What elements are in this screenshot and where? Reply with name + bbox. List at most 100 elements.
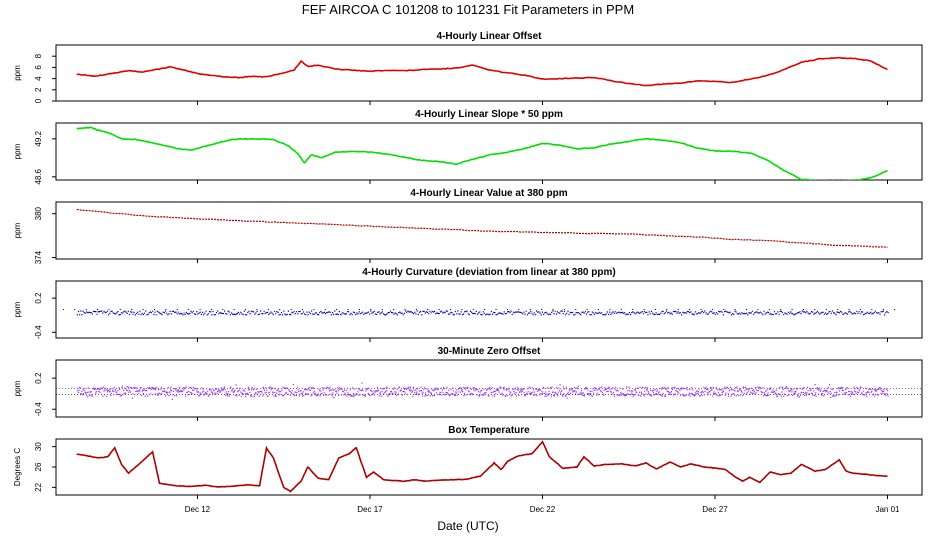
zero-dot bbox=[438, 309, 440, 310]
zero-dot bbox=[677, 309, 679, 310]
zero-dot bbox=[301, 309, 303, 310]
panel-title: 4-Hourly Linear Offset bbox=[436, 31, 542, 42]
x-tick-label: Dec 22 bbox=[530, 505, 556, 514]
zero-dot bbox=[780, 309, 782, 310]
series-group bbox=[56, 382, 922, 400]
panel-3: 4-Hourly Linear Value at 380 ppm ppm 374 38… bbox=[13, 188, 923, 264]
zero-dot bbox=[370, 309, 372, 310]
x-axis-label: Date (UTC) bbox=[437, 519, 498, 533]
zero-dot bbox=[791, 309, 793, 310]
zero-dot bbox=[108, 309, 110, 310]
panel-1: 4-Hourly Linear Offset ppm 0 2 4 6 8 bbox=[13, 31, 923, 105]
panel-title: 4-Hourly Linear Value at 380 ppm bbox=[410, 188, 567, 199]
y-tick-label: 22 bbox=[34, 482, 43, 491]
zero-dot bbox=[586, 309, 588, 310]
zero-dot bbox=[222, 309, 224, 310]
y-tick-label: -0.4 bbox=[34, 402, 43, 416]
zero-dot bbox=[393, 309, 395, 310]
series-points bbox=[76, 382, 889, 400]
y-tick-label: 49.2 bbox=[34, 131, 43, 147]
zero-dot bbox=[723, 309, 725, 310]
panel-2: 4-Hourly Linear Slope * 50 ppm ppm 48.6 49.… bbox=[13, 109, 923, 185]
zero-dot bbox=[450, 309, 452, 310]
zero-dot bbox=[484, 309, 486, 310]
zero-dot bbox=[632, 309, 634, 310]
panel-title: 4-Hourly Curvature (deviation from linea… bbox=[362, 267, 615, 278]
zero-dot bbox=[894, 309, 896, 310]
zero-dot bbox=[643, 309, 645, 310]
zero-dot bbox=[153, 309, 155, 310]
zero-dot bbox=[882, 309, 884, 310]
zero-dot bbox=[336, 309, 338, 310]
zero-dot bbox=[711, 309, 713, 310]
zero-dot bbox=[97, 309, 99, 310]
zero-dot bbox=[700, 309, 702, 310]
y-tick-label: 26 bbox=[34, 462, 43, 471]
zero-dot bbox=[415, 309, 417, 310]
zero-dot bbox=[825, 309, 827, 310]
panel-title: 30-Minute Zero Offset bbox=[438, 346, 541, 357]
zero-dot bbox=[131, 309, 133, 310]
y-tick-label: 2 bbox=[34, 87, 43, 92]
zero-dot bbox=[768, 309, 770, 310]
x-tick-label: Dec 12 bbox=[185, 505, 211, 514]
zero-dot bbox=[279, 309, 281, 310]
y-tick-label: 8 bbox=[34, 53, 43, 58]
zero-dot bbox=[427, 309, 429, 310]
zero-dot bbox=[814, 309, 816, 310]
panel-title: 4-Hourly Linear Slope * 50 ppm bbox=[415, 109, 563, 120]
series-group bbox=[62, 309, 896, 316]
y-tick-label: 380 bbox=[34, 206, 43, 220]
y-axis-label: ppm bbox=[13, 380, 22, 396]
y-tick-label: 30 bbox=[34, 442, 43, 451]
zero-dot bbox=[689, 309, 691, 310]
zero-dot bbox=[324, 309, 326, 310]
zero-dot bbox=[461, 309, 463, 310]
zero-dot bbox=[233, 309, 235, 310]
series-points bbox=[76, 310, 889, 316]
zero-dot bbox=[609, 309, 611, 310]
zero-dot bbox=[552, 309, 554, 310]
y-tick-label: 0 bbox=[34, 98, 43, 103]
x-tick-label: Dec 17 bbox=[357, 505, 383, 514]
zero-dot bbox=[313, 309, 315, 310]
panel-frame bbox=[55, 44, 923, 102]
y-tick-label: 6 bbox=[34, 65, 43, 70]
y-tick-label: 0.2 bbox=[34, 372, 43, 384]
zero-dot bbox=[358, 309, 360, 310]
series-group bbox=[76, 208, 888, 248]
y-axis-label: ppm bbox=[13, 65, 22, 81]
zero-dot bbox=[598, 309, 600, 310]
panel-6: Box Temperature Degrees C 22 26 30 bbox=[13, 425, 923, 499]
zero-dot bbox=[837, 309, 839, 310]
series-line bbox=[76, 208, 888, 248]
panel-4: 4-Hourly Curvature (deviation from linea… bbox=[13, 267, 923, 342]
panel-frame bbox=[55, 201, 923, 260]
zero-dot bbox=[74, 309, 76, 310]
zero-dot bbox=[506, 309, 508, 310]
zero-dot bbox=[848, 309, 850, 310]
zero-dot bbox=[199, 309, 201, 310]
panel-frame bbox=[55, 122, 923, 181]
zero-dot bbox=[757, 309, 759, 310]
zero-dot bbox=[165, 309, 167, 310]
zero-dot bbox=[404, 309, 406, 310]
zero-dot bbox=[381, 309, 383, 310]
zero-dot bbox=[267, 309, 269, 310]
series-line bbox=[76, 56, 888, 87]
zero-dot bbox=[256, 309, 258, 310]
zero-dot bbox=[518, 309, 520, 310]
y-axis-label: ppm bbox=[13, 222, 22, 238]
zero-dot bbox=[666, 309, 668, 310]
zero-dot bbox=[290, 309, 292, 310]
zero-dot bbox=[245, 309, 247, 310]
x-tick-label: Dec 27 bbox=[702, 505, 728, 514]
zero-dot bbox=[85, 309, 87, 310]
zero-dot bbox=[210, 309, 212, 310]
x-tick-label: Jan 01 bbox=[875, 505, 900, 514]
zero-dot bbox=[62, 309, 64, 310]
zero-dot bbox=[472, 309, 474, 310]
series-line bbox=[76, 440, 888, 493]
